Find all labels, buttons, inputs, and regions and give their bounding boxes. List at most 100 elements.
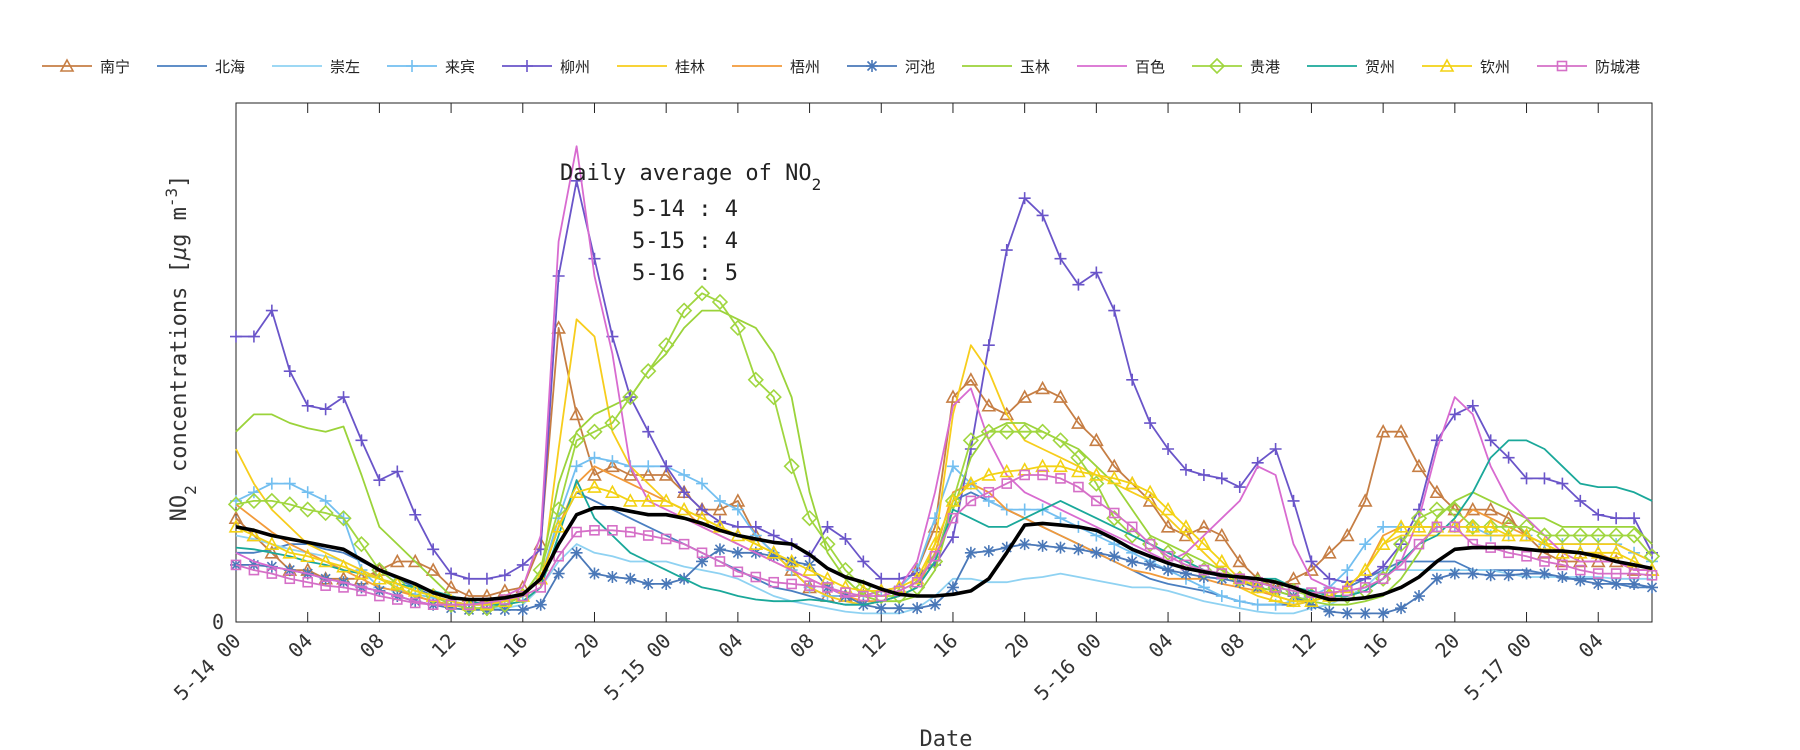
data-point: [1501, 527, 1516, 542]
data-point: [320, 580, 331, 591]
data-point: [283, 365, 296, 378]
data-point: [767, 550, 780, 563]
data-point: [1554, 527, 1571, 544]
data-point: [1377, 607, 1390, 620]
data-point: [1106, 470, 1122, 485]
data-point: [606, 571, 619, 584]
data-point: [660, 460, 673, 473]
data-point: [247, 486, 260, 499]
data-point: [1537, 536, 1552, 550]
data-point: [1392, 536, 1410, 553]
data-point: [1502, 569, 1515, 582]
data-point: [1071, 463, 1086, 478]
data-point: [1160, 519, 1176, 533]
data-point: [1179, 567, 1192, 580]
data-point: [606, 455, 619, 468]
data-point: [265, 304, 278, 317]
data-point: [1017, 389, 1033, 403]
y-axis-title: NO2 concentrations [µg m-3]: [162, 175, 200, 522]
data-point: [801, 510, 818, 527]
data-point: [1142, 484, 1158, 499]
data-point: [1019, 469, 1030, 481]
data-point: [945, 389, 961, 403]
series-line: [235, 326, 1652, 597]
legend-entry: 河池: [847, 58, 935, 76]
data-point: [1341, 607, 1354, 620]
legend-entry: 梧州: [732, 58, 820, 76]
data-point: [1592, 508, 1605, 521]
y-axis-title-no: NO: [167, 495, 192, 522]
y-axis-title-sup: -3: [162, 188, 181, 207]
data-point: [1144, 558, 1157, 571]
data-point: [1214, 527, 1230, 542]
data-point: [1410, 510, 1428, 527]
data-point: [1035, 458, 1050, 473]
data-point: [622, 493, 638, 507]
data-point: [1466, 399, 1479, 412]
data-point: [1608, 527, 1625, 544]
data-point: [588, 451, 601, 464]
x-tick-label: 12: [427, 629, 461, 663]
data-point: [676, 501, 692, 516]
data-point: [1054, 541, 1067, 554]
data-point: [1304, 562, 1319, 576]
data-point: [1610, 577, 1623, 590]
data-point: [589, 525, 600, 536]
data-point: [927, 536, 943, 550]
data-point: [409, 508, 422, 521]
data-point: [1590, 527, 1607, 544]
data-point: [1393, 519, 1409, 533]
data-point: [356, 585, 367, 597]
data-point: [1196, 519, 1212, 533]
data-point: [1178, 519, 1194, 533]
data-point: [1557, 559, 1568, 571]
data-point: [266, 568, 278, 579]
data-point: [498, 569, 511, 582]
data-point: [784, 553, 799, 568]
data-point: [642, 425, 655, 438]
data-point: [1375, 536, 1391, 550]
data-point: [1359, 538, 1372, 551]
data-point: [1413, 538, 1425, 550]
data-point: [389, 575, 406, 593]
data-point: [302, 576, 313, 588]
data-point: [1090, 546, 1103, 559]
data-point: [731, 546, 744, 559]
data-point: [1001, 478, 1013, 489]
data-point: [658, 493, 674, 507]
data-point: [999, 406, 1015, 421]
data-point: [425, 588, 441, 602]
data-point: [658, 337, 675, 354]
x-tick-label: 08: [1215, 629, 1249, 663]
data-point: [1592, 568, 1604, 579]
data-point: [59, 58, 75, 72]
legend-label: 防城港: [1595, 58, 1640, 76]
data-point: [1162, 550, 1174, 562]
data-point: [1625, 527, 1643, 544]
legend-entry: 南宁: [42, 58, 130, 76]
data-point: [588, 252, 601, 265]
data-point: [857, 555, 870, 568]
data-point: [729, 319, 747, 337]
data-point: [1126, 373, 1139, 386]
y-tick-labels: 0: [212, 610, 224, 634]
series-line: [235, 505, 1653, 602]
data-point: [1073, 481, 1084, 493]
data-point: [1465, 519, 1481, 533]
data-point: [571, 526, 582, 538]
data-point: [1556, 477, 1569, 490]
data-point: [1196, 536, 1212, 550]
plot-frame: [235, 102, 1653, 623]
data-point: [1000, 244, 1013, 257]
data-point: [963, 372, 979, 386]
data-point: [1323, 572, 1336, 585]
data-point: [300, 548, 316, 563]
data-point: [552, 270, 565, 282]
data-point: [747, 371, 764, 388]
data-point: [355, 434, 368, 447]
data-point: [1197, 468, 1210, 481]
data-point: [228, 510, 244, 525]
data-point: [675, 302, 693, 319]
data-point: [1018, 192, 1031, 205]
data-point: [1053, 389, 1068, 403]
